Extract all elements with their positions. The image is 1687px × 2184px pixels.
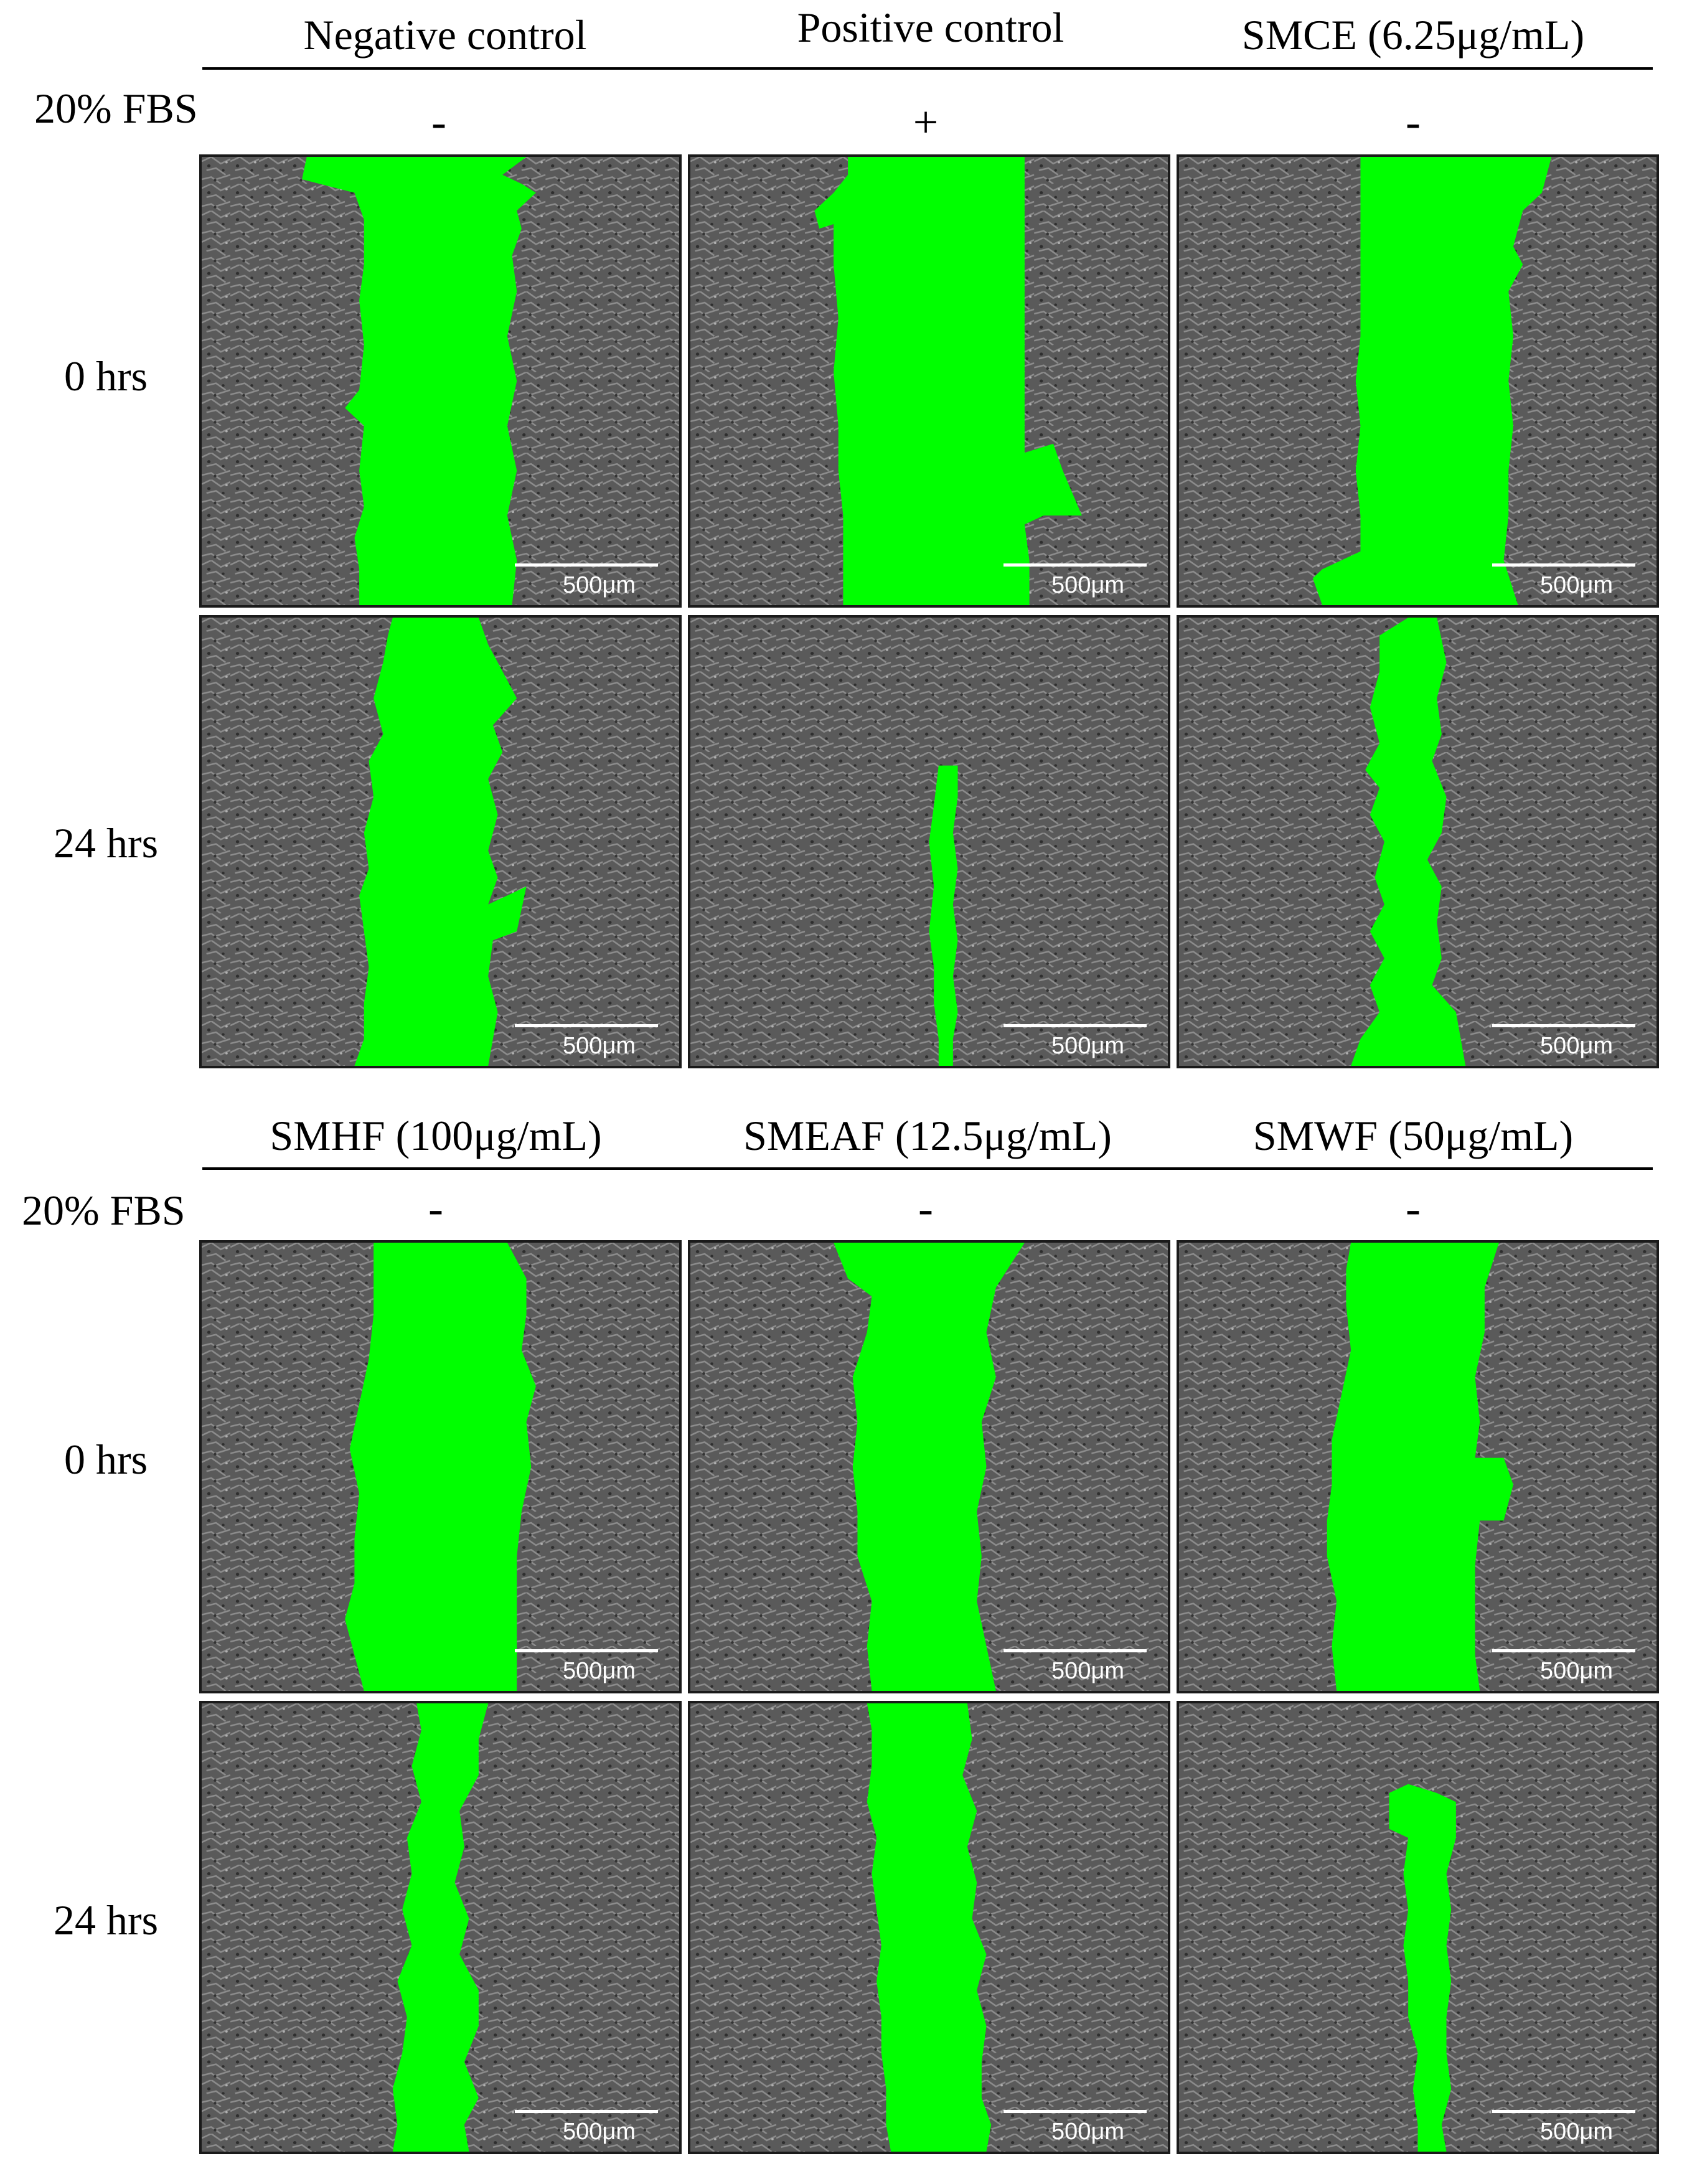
scale-bar-label: 500μm bbox=[563, 1658, 636, 1684]
row-label-top-0hrs: 0 hrs bbox=[63, 352, 148, 400]
fbs-sign-smwf: - bbox=[1406, 1184, 1421, 1233]
micrograph-smhf-0hrs: 500μm bbox=[199, 1240, 682, 1693]
fbs-sign-negative-control: - bbox=[431, 97, 446, 147]
micrograph-smwf-0hrs: 500μm bbox=[1177, 1240, 1659, 1693]
fbs-sign-positive-control: + bbox=[913, 97, 939, 147]
micrograph-smeaf-24hrs: 500μm bbox=[688, 1701, 1170, 2154]
scale-bar bbox=[1003, 1649, 1147, 1652]
scale-bar bbox=[1003, 563, 1147, 567]
row-label-top-24hrs: 24 hrs bbox=[53, 819, 159, 867]
column-title-negative-control: Negative control bbox=[303, 11, 587, 59]
micrograph-positive-control-24hrs: 500μm bbox=[688, 615, 1170, 1068]
scale-bar-label: 500μm bbox=[563, 572, 636, 598]
column-title-smeaf: SMEAF (12.5μg/mL) bbox=[743, 1112, 1112, 1159]
scale-bar-label: 500μm bbox=[563, 2119, 636, 2145]
scale-bar-label: 500μm bbox=[1540, 1658, 1613, 1684]
row-label-bottom-0hrs: 0 hrs bbox=[63, 1436, 148, 1483]
row-label-bottom-24hrs: 24 hrs bbox=[53, 1896, 159, 1944]
micrograph-smhf-24hrs: 500μm bbox=[199, 1701, 682, 2154]
scale-bar bbox=[515, 563, 658, 567]
scale-bar bbox=[515, 1024, 658, 1027]
fbs-sign-smce: - bbox=[1406, 97, 1421, 147]
micrograph-negative-control-0hrs: 500μm bbox=[199, 154, 682, 608]
micrograph-negative-control-24hrs: 500μm bbox=[199, 615, 682, 1068]
scale-bar bbox=[1492, 1649, 1635, 1652]
scale-bar-label: 500μm bbox=[1051, 1033, 1124, 1059]
header-rule-bottom bbox=[202, 1167, 1653, 1170]
scale-bar-label: 500μm bbox=[563, 1033, 636, 1059]
scale-bar-label: 500μm bbox=[1051, 2119, 1124, 2145]
scale-bar bbox=[1492, 1024, 1635, 1027]
scale-bar-label: 500μm bbox=[1540, 572, 1613, 598]
micrograph-smeaf-0hrs: 500μm bbox=[688, 1240, 1170, 1693]
scale-bar-label: 500μm bbox=[1051, 572, 1124, 598]
scale-bar-label: 500μm bbox=[1540, 1033, 1613, 1059]
header-rule-top bbox=[202, 67, 1653, 70]
scale-bar bbox=[515, 1649, 658, 1652]
scale-bar bbox=[1003, 1024, 1147, 1027]
fbs-label-top: 20% FBS bbox=[34, 85, 198, 132]
micrograph-smce-24hrs: 500μm bbox=[1177, 615, 1659, 1068]
column-title-smce: SMCE (6.25μg/mL) bbox=[1241, 11, 1585, 59]
column-title-smhf: SMHF (100μg/mL) bbox=[270, 1112, 602, 1159]
scale-bar bbox=[515, 2110, 658, 2113]
scale-bar bbox=[1492, 563, 1635, 567]
scale-bar-label: 500μm bbox=[1051, 1658, 1124, 1684]
scale-bar-label: 500μm bbox=[1540, 2119, 1613, 2145]
scale-bar bbox=[1003, 2110, 1147, 2113]
fbs-sign-smhf: - bbox=[428, 1184, 443, 1233]
micrograph-smwf-24hrs: 500μm bbox=[1177, 1701, 1659, 2154]
fbs-label-bottom: 20% FBS bbox=[22, 1187, 186, 1234]
fbs-sign-smeaf: - bbox=[918, 1184, 933, 1233]
column-title-smwf: SMWF (50μg/mL) bbox=[1252, 1112, 1574, 1159]
scale-bar bbox=[1492, 2110, 1635, 2113]
column-title-positive-control: Positive control bbox=[797, 4, 1064, 51]
micrograph-smce-0hrs: 500μm bbox=[1177, 154, 1659, 608]
micrograph-positive-control-0hrs: 500μm bbox=[688, 154, 1170, 608]
